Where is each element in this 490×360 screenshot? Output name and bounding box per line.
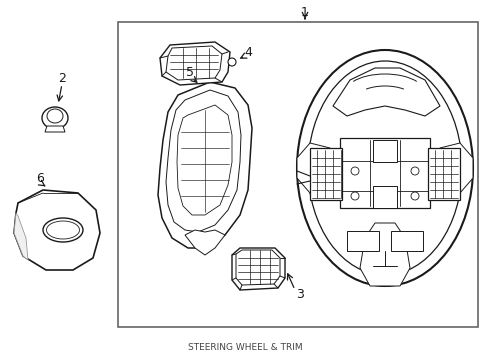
Polygon shape: [360, 223, 410, 286]
Text: 1: 1: [301, 5, 309, 18]
Polygon shape: [166, 46, 222, 80]
Bar: [347, 231, 379, 251]
Bar: [373, 140, 397, 162]
Text: 5: 5: [186, 66, 194, 78]
Bar: [340, 138, 430, 208]
Bar: [391, 231, 423, 251]
Polygon shape: [297, 143, 333, 193]
Ellipse shape: [351, 167, 359, 175]
Polygon shape: [236, 250, 280, 285]
Text: 3: 3: [296, 288, 304, 302]
Text: STEERING WHEEL & TRIM: STEERING WHEEL & TRIM: [188, 343, 302, 352]
Ellipse shape: [47, 109, 63, 123]
Text: 4: 4: [244, 45, 252, 58]
Bar: [428, 148, 460, 200]
Polygon shape: [158, 82, 252, 248]
Polygon shape: [14, 190, 100, 270]
Bar: [118, 22, 478, 327]
Polygon shape: [14, 213, 28, 260]
Ellipse shape: [42, 107, 68, 129]
Polygon shape: [232, 248, 285, 290]
Polygon shape: [437, 143, 473, 193]
Ellipse shape: [411, 192, 419, 200]
Ellipse shape: [351, 192, 359, 200]
Bar: [373, 186, 397, 208]
Text: 2: 2: [58, 72, 66, 85]
Bar: [310, 148, 342, 200]
Ellipse shape: [43, 218, 83, 242]
Ellipse shape: [228, 58, 236, 66]
Polygon shape: [333, 68, 440, 116]
Ellipse shape: [411, 167, 419, 175]
Polygon shape: [185, 230, 225, 255]
Polygon shape: [166, 90, 241, 232]
Polygon shape: [160, 42, 230, 85]
Ellipse shape: [297, 50, 473, 286]
Text: 6: 6: [36, 171, 44, 184]
Polygon shape: [177, 105, 232, 215]
Ellipse shape: [308, 61, 462, 275]
Ellipse shape: [47, 221, 79, 239]
Polygon shape: [45, 126, 65, 132]
